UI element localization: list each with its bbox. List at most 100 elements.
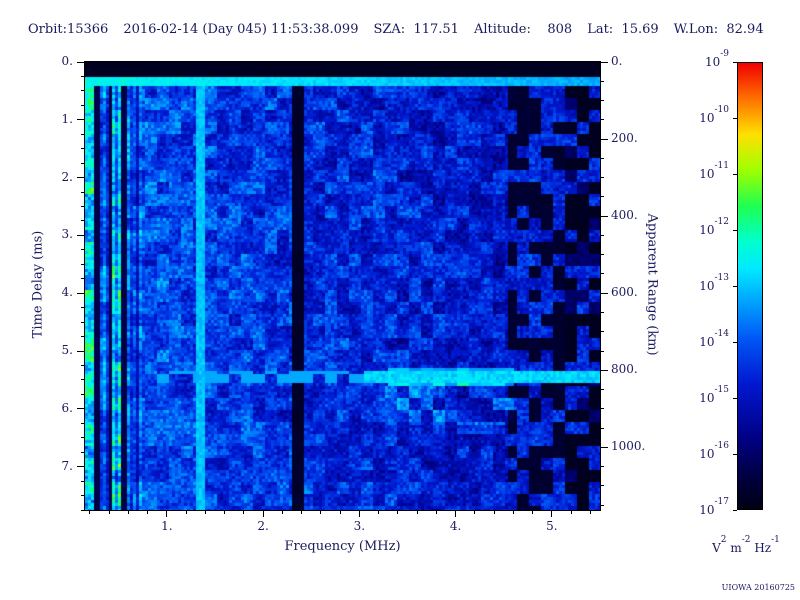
- y-axis-minor-tick: [81, 133, 85, 135]
- x-tick-label: 3.: [353, 519, 366, 533]
- range-tick-label: 600.: [611, 285, 638, 300]
- x-axis-minor-tick: [185, 510, 187, 514]
- range-tick-label: 200.: [611, 131, 638, 146]
- x-axis-minor-tick: [493, 510, 495, 514]
- header-field-orbit: Orbit:15366: [28, 22, 109, 37]
- range-axis-minor-tick: [600, 273, 604, 275]
- colorbar-tick-label: 10-14: [699, 329, 729, 349]
- range-tick-label: 800.: [611, 362, 638, 377]
- x-axis-minor-tick: [281, 510, 283, 514]
- colorbar-tick: [733, 173, 737, 175]
- x-axis-minor-tick: [570, 510, 572, 514]
- y-axis-minor-tick: [81, 75, 85, 77]
- x-axis-minor-tick: [512, 510, 514, 514]
- colorbar-tick: [733, 453, 737, 455]
- range-axis-minor-tick: [600, 408, 604, 410]
- y-tick-label: 0.: [61, 54, 73, 68]
- range-tick-label: 0.: [611, 54, 623, 68]
- colorbar-tick-label: 10-13: [699, 273, 729, 293]
- x-axis-minor-tick: [474, 510, 476, 514]
- y-tick-label: 5.: [61, 343, 73, 358]
- y-axis-minor-tick: [81, 437, 85, 439]
- x-axis-minor-tick: [127, 510, 129, 514]
- x-axis-minor-tick: [435, 510, 437, 514]
- range-axis-minor-tick: [600, 177, 604, 179]
- x-axis-major-tick: [551, 510, 553, 517]
- x-axis-major-tick: [358, 510, 360, 517]
- range-axis-minor-tick: [600, 350, 604, 352]
- y-tick-label: 6.: [61, 400, 73, 415]
- range-axis-minor-tick: [600, 100, 604, 102]
- colorbar-tick: [733, 229, 737, 231]
- y-axis-minor-tick: [81, 422, 85, 424]
- x-tick-label: 4.: [449, 519, 462, 533]
- x-axis-minor-tick: [589, 510, 591, 514]
- y-axis-minor-tick: [81, 249, 85, 251]
- x-axis-minor-tick: [532, 510, 534, 514]
- colorbar-tick: [733, 509, 737, 511]
- range-axis-minor-tick: [600, 196, 604, 198]
- y-axis-minor-tick: [81, 220, 85, 222]
- x-axis-minor-tick: [378, 510, 380, 514]
- y-axis-minor-tick: [81, 104, 85, 106]
- colorbar-tick-label: 10-12: [699, 217, 729, 237]
- x-tick-label: 2.: [257, 519, 269, 533]
- y-axis-major-tick: [77, 292, 85, 294]
- spectrogram-canvas: [85, 62, 600, 510]
- range-axis-minor-tick: [600, 311, 604, 313]
- y-tick-label: 2.: [61, 169, 73, 184]
- colorbar-tick-label: 10-15: [699, 385, 729, 405]
- colorbar-tick: [733, 285, 737, 287]
- y-axis-major-tick: [77, 119, 85, 121]
- range-axis-major-tick: [600, 61, 608, 63]
- watermark: UIOWA 20160725: [721, 583, 795, 592]
- x-axis-minor-tick: [320, 510, 322, 514]
- colorbar-tick: [733, 117, 737, 119]
- colorbar-tick: [733, 61, 737, 63]
- range-axis-major-tick: [600, 446, 608, 448]
- x-tick-label: 1.: [161, 519, 173, 533]
- colorbar-tick-label: 10-16: [699, 441, 729, 461]
- header-field-datetime: 2016-02-14 (Day 045) 11:53:38.099: [123, 22, 359, 37]
- x-axis-label: Frequency (MHz): [284, 539, 401, 554]
- y-axis-minor-tick: [81, 307, 85, 309]
- y-axis-minor-tick: [81, 263, 85, 265]
- y-axis-major-tick: [77, 177, 85, 179]
- colorbar-tick-label: 10-17: [699, 497, 729, 517]
- range-axis-minor-tick: [600, 485, 604, 487]
- range-axis-major-tick: [600, 369, 608, 371]
- y-axis-minor-tick: [81, 148, 85, 150]
- colorbar: [737, 62, 763, 510]
- y-axis-major-tick: [77, 234, 85, 236]
- range-axis-minor-tick: [600, 80, 604, 82]
- range-axis-major-tick: [600, 215, 608, 217]
- range-axis-minor-tick: [600, 234, 604, 236]
- range-axis-major-tick: [600, 138, 608, 140]
- x-axis-minor-tick: [301, 510, 303, 514]
- y-tick-label: 3.: [61, 227, 73, 242]
- x-axis-major-tick: [166, 510, 168, 517]
- range-axis-minor-tick: [600, 157, 604, 159]
- x-axis-minor-tick: [89, 510, 91, 514]
- header-field-west-longitude: W.Lon: 82.94: [673, 22, 764, 37]
- x-axis-minor-tick: [397, 510, 399, 514]
- y-axis-minor-tick: [81, 278, 85, 280]
- y-axis-major-tick: [77, 466, 85, 468]
- y-axis-minor-tick: [81, 364, 85, 366]
- y-tick-label: 1.: [61, 111, 73, 126]
- range-axis-minor-tick: [600, 119, 604, 121]
- y-axis-minor-tick: [81, 206, 85, 208]
- x-tick-label: 5.: [546, 519, 558, 533]
- colorbar-tick-label: 10-9: [704, 49, 729, 69]
- x-axis-minor-tick: [339, 510, 341, 514]
- x-axis-minor-tick: [243, 510, 245, 514]
- y-tick-label: 4.: [61, 285, 73, 300]
- range-axis-minor-tick: [600, 389, 604, 391]
- header-field-sza: SZA: 117.51: [373, 22, 459, 37]
- y-axis-minor-tick: [81, 495, 85, 497]
- y-axis-minor-tick: [81, 336, 85, 338]
- y-axis-minor-tick: [81, 480, 85, 482]
- range-axis-minor-tick: [600, 254, 604, 256]
- y-axis-minor-tick: [81, 451, 85, 453]
- range-axis-major-tick: [600, 292, 608, 294]
